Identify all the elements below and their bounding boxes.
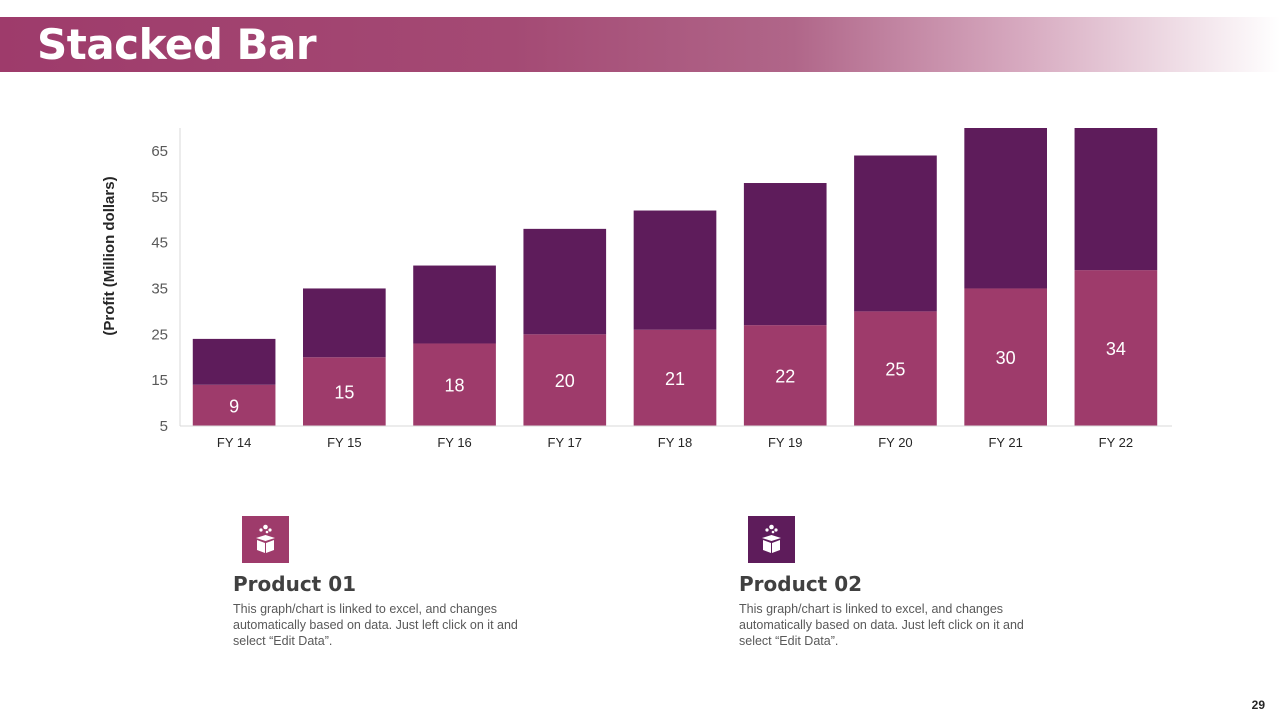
data-label: 18 <box>445 376 465 396</box>
gift-box-icon <box>748 516 795 563</box>
product-02-title: Product 02 <box>739 572 863 596</box>
data-label: 22 <box>775 367 795 387</box>
y-tick-label: 55 <box>151 189 168 206</box>
bar-product-01 <box>633 329 717 426</box>
x-tick-label: FY 20 <box>878 435 912 450</box>
y-axis-label: (Profit (Million dollars) <box>101 176 118 335</box>
x-tick-label: FY 17 <box>548 435 582 450</box>
data-label: 30 <box>996 348 1016 368</box>
y-axis-ticks: 5 15 25 35 45 55 65 <box>151 143 168 435</box>
data-label: 21 <box>665 369 685 389</box>
bar-product-02 <box>854 155 937 312</box>
x-tick-label: FY 21 <box>988 435 1022 450</box>
product-01-title: Product 01 <box>233 572 357 596</box>
y-tick-label: 65 <box>151 143 168 160</box>
slide-title: Stacked Bar <box>37 20 317 69</box>
page-number: 29 <box>1251 698 1265 712</box>
bar-product-02 <box>633 210 717 330</box>
bar-product-01 <box>1074 270 1158 426</box>
product-01-icon-box <box>242 516 289 563</box>
x-tick-label: FY 14 <box>217 435 251 450</box>
bar-product-02 <box>192 338 276 385</box>
data-label: 9 <box>229 396 239 416</box>
y-tick-label: 15 <box>151 372 168 389</box>
product-02-description: This graph/chart is linked to excel, and… <box>739 602 1024 648</box>
x-tick-label: FY 22 <box>1099 435 1133 450</box>
y-tick-label: 5 <box>160 418 168 435</box>
data-label: 15 <box>334 383 354 403</box>
y-tick-label: 45 <box>151 235 168 252</box>
title-banner: Stacked Bar <box>0 17 1280 72</box>
bar-product-01 <box>192 384 276 426</box>
bar-product-02 <box>523 228 607 335</box>
gift-box-icon <box>242 516 289 563</box>
x-axis-ticks: FY 14 FY 15 FY 16 FY 17 FY 18 FY 19 FY 20 FY 21… <box>217 435 1133 450</box>
product-01-description: This graph/chart is linked to excel, and… <box>233 602 518 648</box>
data-label: 25 <box>885 360 905 380</box>
bar-product-01 <box>523 334 607 426</box>
bar-product-01 <box>964 288 1047 426</box>
bar-product-02 <box>743 183 827 326</box>
bar-product-02 <box>413 265 496 344</box>
product-02-icon-box <box>748 516 795 563</box>
bar-product-01 <box>413 343 496 426</box>
data-label: 34 <box>1106 339 1126 359</box>
y-tick-label: 25 <box>151 326 168 343</box>
bars-layer: 9 15 18 20 21 22 25 30 34 <box>192 128 1158 426</box>
bar-product-02 <box>964 128 1047 289</box>
bar-product-01 <box>854 311 937 426</box>
x-tick-label: FY 16 <box>437 435 471 450</box>
x-tick-label: FY 15 <box>327 435 361 450</box>
data-label: 20 <box>555 371 575 391</box>
x-tick-label: FY 19 <box>768 435 802 450</box>
x-tick-label: FY 18 <box>658 435 692 450</box>
bar-product-02 <box>1074 128 1158 271</box>
bar-product-01 <box>303 357 386 426</box>
bar-product-02 <box>303 288 386 358</box>
bar-product-01 <box>743 325 827 426</box>
y-tick-label: 35 <box>151 280 168 297</box>
